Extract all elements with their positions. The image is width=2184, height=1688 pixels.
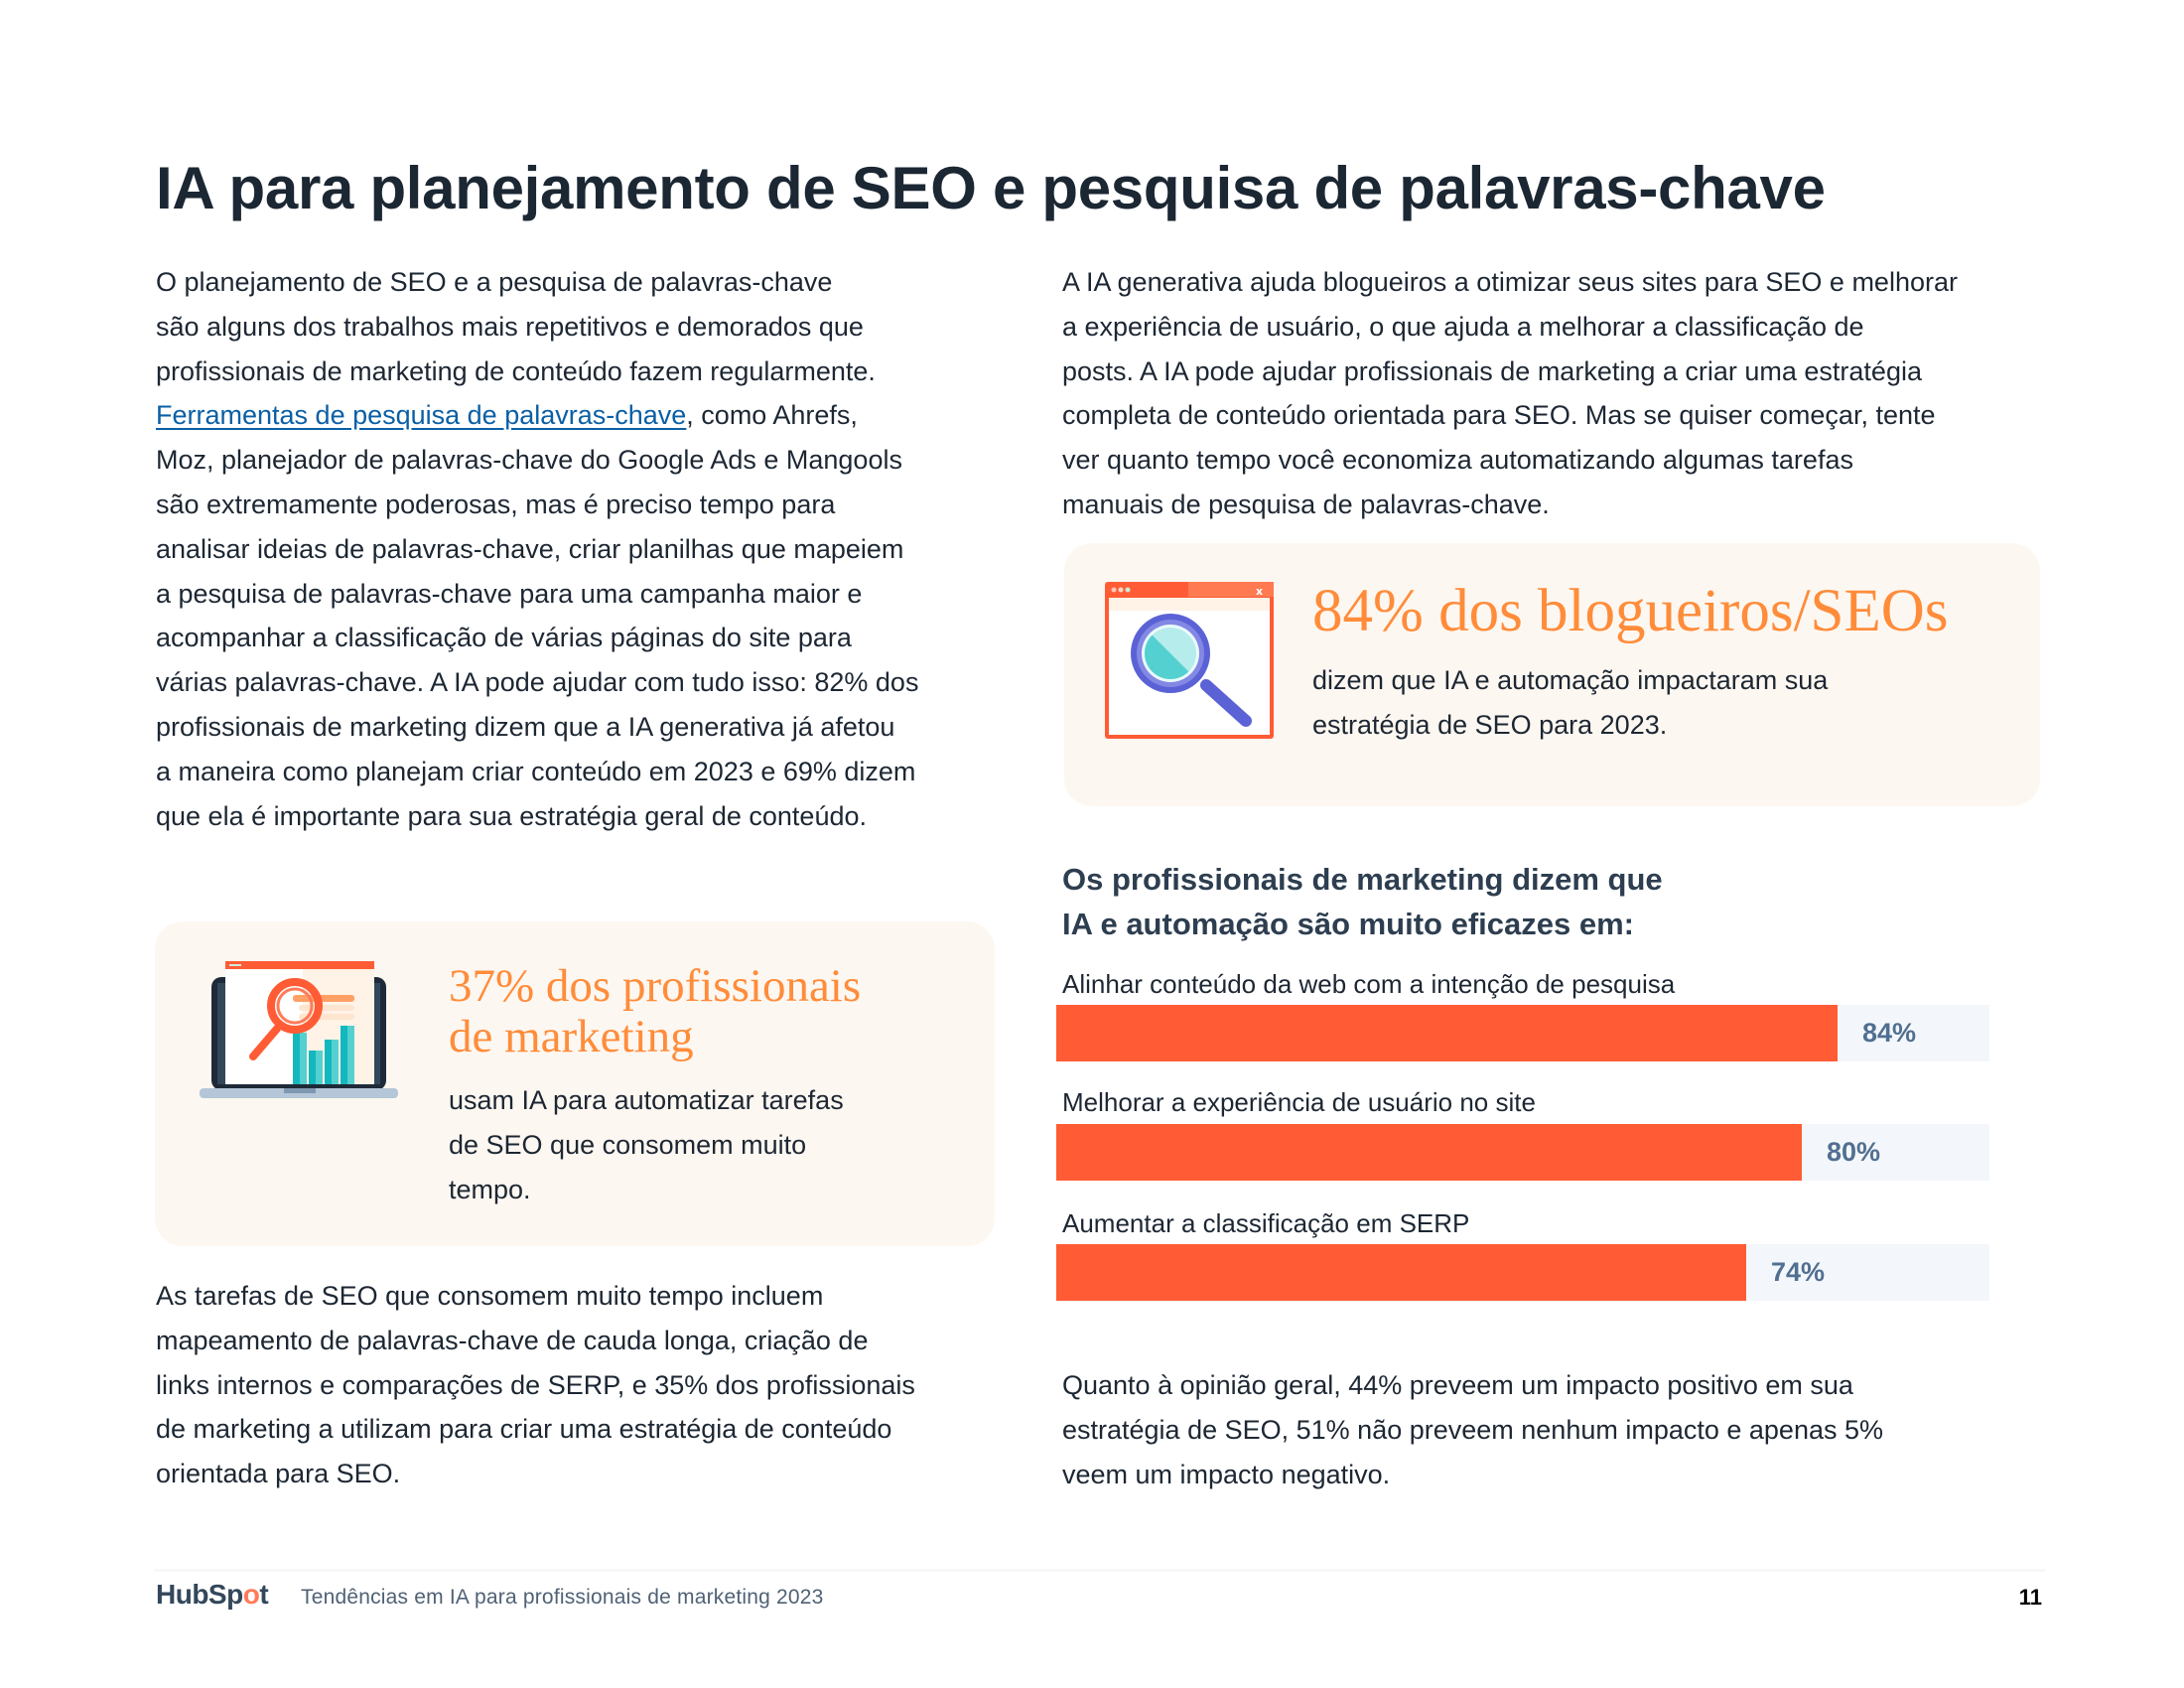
text-line: a maneira como planejam criar conteúdo e… — [156, 756, 916, 786]
text-line: analisar ideias de palavras-chave, criar… — [156, 533, 904, 564]
text-line: posts. A IA pode ajudar profissionais de… — [1062, 355, 1922, 386]
bar-row-2: 80% — [1056, 1124, 1989, 1181]
text-line: As tarefas de SEO que consomem muito tem… — [156, 1281, 824, 1311]
text-line: mapeamento de palavras-chave de cauda lo… — [156, 1325, 869, 1355]
stat-card-37: 37% dos profissionais de marketing usam … — [155, 921, 995, 1246]
bar-label: Alinhar conteúdo da web com a intenção d… — [1062, 969, 1676, 999]
text-line: de marketing a utilizam para criar uma e… — [156, 1414, 892, 1445]
left-outro-paragraph: As tarefas de SEO que consomem muito tem… — [156, 1274, 1029, 1496]
text-line: completa de conteúdo orientada para SEO.… — [1062, 400, 1936, 431]
headline-line: 37% dos profissionais — [449, 960, 862, 1012]
right-outro-paragraph: Quanto à opinião geral, 44% preveem um i… — [1062, 1363, 2055, 1496]
bar-label: Melhorar a experiência de usuário no sit… — [1062, 1087, 1536, 1117]
text-line: veem um impacto negativo. — [1062, 1459, 1391, 1489]
text-line: estratégia de SEO, 51% não preveem nenhu… — [1062, 1414, 1884, 1445]
text-line: A IA generativa ajuda blogueiros a otimi… — [1062, 267, 1958, 297]
text-line: são extremamente poderosas, mas é precis… — [156, 489, 836, 519]
text-line: que ela é importante para sua estratégia… — [156, 800, 867, 831]
svg-text:x: x — [1256, 585, 1263, 598]
bar-value: 80% — [1827, 1137, 1881, 1167]
left-intro-paragraph: O planejamento de SEO e a pesquisa de pa… — [156, 260, 1029, 838]
text-line: manuais de pesquisa de palavras-chave. — [1062, 489, 1550, 519]
chart-title-line: Os profissionais de marketing dizem que — [1062, 862, 1663, 897]
bar-fill — [1056, 1244, 1746, 1301]
text-line: a experiência de usuário, o que ajuda a … — [1062, 311, 1864, 342]
text-line: links internos e comparações de SERP, e … — [156, 1369, 915, 1400]
text-line: Moz, planejador de palavras-chave do Goo… — [156, 445, 902, 476]
chart-title: Os profissionais de marketing dizem que … — [1062, 857, 1663, 946]
bar-row-1: 84% — [1056, 1005, 1989, 1061]
page-title: IA para planejamento de SEO e pesquisa d… — [156, 155, 1826, 221]
text-line: Ferramentas de pesquisa de palavras-chav… — [156, 393, 1029, 438]
logo-text: t — [259, 1579, 269, 1610]
text-line: de SEO que consomem muito — [449, 1130, 807, 1160]
sprocket-icon: o — [242, 1579, 260, 1610]
headline-line: de marketing — [449, 1011, 694, 1062]
page-number: 11 — [2018, 1585, 2042, 1610]
text-line: profissionais de marketing dizem que a I… — [156, 711, 895, 742]
text-line: estratégia de SEO para 2023. — [1312, 710, 1668, 740]
stat-body-84: dizem que IA e automação impactaram sua … — [1312, 658, 1828, 748]
bar-fill — [1056, 1005, 1838, 1061]
text-line: acompanhar a classificação de várias pág… — [156, 623, 852, 653]
stat-card-84: x 84% dos blogueiros/SEOs dizem que IA e… — [1064, 543, 2040, 806]
text-line: Quanto à opinião geral, 44% preveem um i… — [1062, 1370, 1853, 1400]
stat-headline-37: 37% dos profissionais de marketing — [449, 961, 861, 1062]
bar-label: Aumentar a classificação em SERP — [1062, 1208, 1470, 1238]
link-suffix: , como Ahrefs, — [686, 400, 858, 431]
stat-headline-84: 84% dos blogueiros/SEOs — [1312, 578, 1949, 644]
text-line: dizem que IA e automação impactaram sua — [1312, 665, 1829, 695]
stat-body-37: usam IA para automatizar tarefas de SEO … — [449, 1078, 844, 1212]
bar-row-3: 74% — [1056, 1244, 1989, 1301]
text-line: O planejamento de SEO e a pesquisa de pa… — [156, 267, 833, 297]
hubspot-logo: HubSpot — [156, 1579, 269, 1611]
keyword-tools-link[interactable]: Ferramentas de pesquisa de palavras-chav… — [156, 400, 687, 431]
logo-text: HubSp — [156, 1579, 243, 1610]
bar-value: 74% — [1771, 1257, 1826, 1287]
text-line: profissionais de marketing de conteúdo f… — [156, 355, 876, 386]
text-line: orientada para SEO. — [156, 1459, 401, 1489]
bar-value: 84% — [1862, 1018, 1917, 1048]
text-line: são alguns dos trabalhos mais repetitivo… — [156, 311, 864, 342]
footer-publication-title: Tendências em IA para profissionais de m… — [301, 1586, 824, 1609]
laptop-search-chart-icon — [200, 961, 398, 1102]
text-line: várias palavras-chave. A IA pode ajudar … — [156, 667, 919, 698]
chart-title-line: IA e automação são muito eficazes em: — [1062, 907, 1634, 941]
text-line: usam IA para automatizar tarefas — [449, 1085, 844, 1115]
text-line: ver quanto tempo você economiza automati… — [1062, 445, 1853, 476]
text-line: a pesquisa de palavras-chave para uma ca… — [156, 578, 863, 609]
browser-magnifier-icon: x — [1105, 582, 1274, 739]
bar-fill — [1056, 1124, 1802, 1181]
text-line: tempo. — [449, 1175, 531, 1204]
footer-divider — [154, 1569, 2045, 1572]
right-intro-paragraph: A IA generativa ajuda blogueiros a otimi… — [1062, 260, 2055, 527]
